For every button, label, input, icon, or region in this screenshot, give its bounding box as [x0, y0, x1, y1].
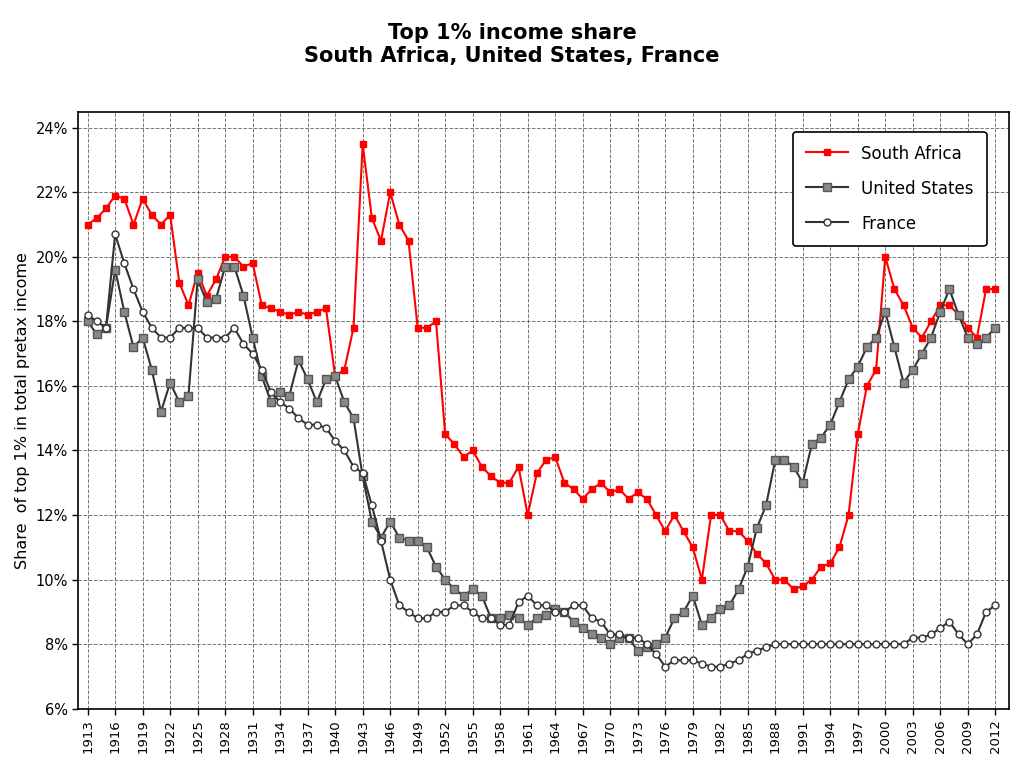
South Africa	[293, 307, 305, 316]
United States	[962, 333, 974, 342]
Line: France: France	[84, 230, 998, 670]
South Africa	[934, 300, 946, 310]
South Africa	[558, 478, 570, 488]
France	[265, 388, 278, 397]
United States	[934, 307, 946, 316]
South Africa	[989, 284, 1001, 293]
France	[82, 310, 94, 319]
France	[301, 420, 313, 429]
South Africa	[787, 584, 800, 594]
France	[109, 230, 121, 239]
United States	[989, 323, 1001, 333]
South Africa	[632, 488, 644, 497]
Y-axis label: Share  of top 1% in total pretax income: Share of top 1% in total pretax income	[15, 252, 30, 568]
France	[632, 633, 644, 642]
South Africa	[256, 300, 268, 310]
Text: Top 1% income share
South Africa, United States, France: Top 1% income share South Africa, United…	[304, 23, 720, 66]
United States	[219, 262, 231, 271]
Line: South Africa: South Africa	[84, 141, 998, 593]
France	[659, 662, 672, 671]
United States	[632, 646, 644, 655]
South Africa	[82, 220, 94, 229]
South Africa	[356, 139, 369, 148]
South Africa	[962, 323, 974, 333]
France	[962, 640, 974, 649]
United States	[641, 643, 653, 652]
Legend: South Africa, United States, France: South Africa, United States, France	[793, 132, 987, 247]
United States	[265, 398, 278, 407]
United States	[558, 607, 570, 617]
France	[989, 601, 1001, 610]
United States	[82, 316, 94, 326]
United States	[301, 375, 313, 384]
France	[558, 607, 570, 617]
Line: United States: United States	[84, 263, 999, 654]
France	[934, 624, 946, 633]
